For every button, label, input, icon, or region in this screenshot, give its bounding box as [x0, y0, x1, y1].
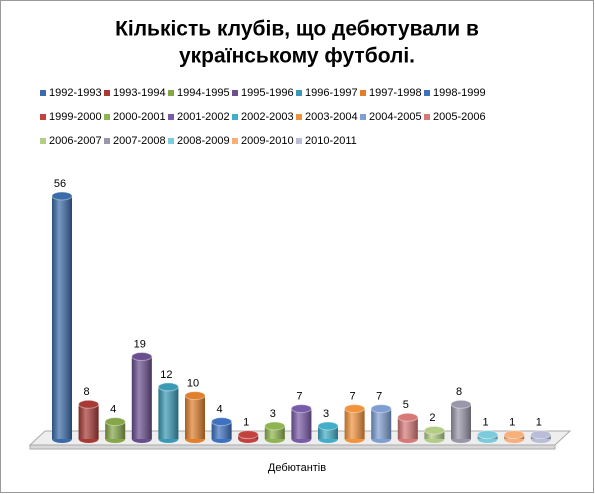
legend-label: 2006-2007: [49, 135, 102, 147]
bar-shade: [344, 408, 365, 439]
legend-swatch: [168, 138, 174, 144]
value-label: 19: [134, 338, 146, 350]
bar-top: [290, 404, 312, 414]
value-label: 7: [376, 391, 382, 403]
bar-shade: [451, 404, 471, 439]
legend-label: 1998-1999: [433, 87, 486, 99]
value-label: 1: [483, 417, 489, 429]
value-label: 12: [160, 369, 172, 381]
bar-shade: [424, 430, 445, 439]
bar-top: [317, 421, 339, 431]
x-tick-label: Дебютантів: [268, 462, 326, 474]
bar-top: [370, 404, 392, 414]
legend-label: 2003-2004: [305, 111, 358, 123]
legend-label: 1995-1996: [241, 87, 294, 99]
value-label: 3: [323, 408, 329, 420]
legend-label: 2000-2001: [113, 111, 166, 123]
legend-swatch: [104, 114, 110, 120]
bar-top: [78, 399, 100, 409]
bar-top: [503, 430, 525, 440]
bar-top: [477, 430, 499, 440]
bar-shade: [52, 196, 72, 439]
legend-swatch: [360, 90, 366, 96]
bar-top: [423, 425, 445, 435]
legend-swatch: [424, 114, 430, 120]
legend-label: 2008-2009: [177, 135, 230, 147]
value-label: 7: [296, 391, 302, 403]
bar-top: [530, 430, 552, 440]
value-label: 8: [456, 386, 462, 398]
bar-top: [450, 399, 472, 409]
legend-label: 1994-1995: [177, 87, 230, 99]
bar-shade: [371, 408, 392, 439]
bar-shade: [158, 386, 179, 439]
value-label: 2: [429, 412, 435, 424]
legend-swatch: [360, 114, 366, 120]
value-label: 7: [350, 391, 356, 403]
bar-shade: [105, 421, 126, 439]
bar-top: [264, 421, 286, 431]
legend-label: 2005-2006: [433, 111, 486, 123]
bar-shade: [185, 395, 205, 439]
floor-edge: [29, 444, 556, 450]
legend-label: 2002-2003: [241, 111, 294, 123]
legend-swatch: [296, 138, 302, 144]
legend-swatch: [232, 90, 238, 96]
value-label: 1: [243, 417, 249, 429]
bar-top: [211, 417, 233, 427]
bar-shade: [78, 404, 99, 439]
bar-top: [397, 412, 419, 422]
bar-shade: [397, 417, 418, 439]
legend-swatch: [424, 90, 430, 96]
legend-label: 2009-2010: [241, 135, 294, 147]
value-label: 8: [84, 386, 90, 398]
value-label: 4: [217, 404, 223, 416]
legend-label: 1993-1994: [113, 87, 166, 99]
bar-top: [184, 391, 206, 401]
legend-swatch: [232, 138, 238, 144]
legend-swatch: [104, 90, 110, 96]
legend-swatch: [232, 114, 238, 120]
legend-label: 2004-2005: [369, 111, 422, 123]
legend-swatch: [296, 90, 302, 96]
legend-label: 1999-2000: [49, 111, 102, 123]
legend-label: 1996-1997: [305, 87, 358, 99]
legend-label: 2001-2002: [177, 111, 230, 123]
legend-swatch: [40, 114, 46, 120]
legend-swatch: [104, 138, 110, 144]
value-label: 4: [110, 404, 116, 416]
legend-label: 2007-2008: [113, 135, 166, 147]
bar-top: [131, 352, 153, 362]
value-label: 56: [54, 178, 66, 190]
chart-title: Кількість клубів, що дебютували в: [115, 18, 479, 41]
bar-top: [157, 382, 179, 392]
legend-swatch: [40, 90, 46, 96]
legend-label: 1997-1998: [369, 87, 422, 99]
legend-label: 1992-1993: [49, 87, 102, 99]
bar-shade: [131, 356, 152, 439]
bar-top: [344, 404, 366, 414]
legend-label: 2010-2011: [305, 135, 357, 147]
bar-top: [51, 191, 73, 201]
bar-shade: [211, 421, 232, 439]
legend-swatch: [40, 138, 46, 144]
value-label: 5: [403, 399, 409, 411]
bar-top: [104, 417, 126, 427]
bar-shade: [291, 408, 312, 439]
legend-swatch: [168, 90, 174, 96]
value-label: 3: [270, 408, 276, 420]
value-label: 1: [509, 417, 515, 429]
bar-top: [237, 430, 259, 440]
chart-title-line: українському футболі.: [179, 45, 415, 68]
legend-swatch: [296, 114, 302, 120]
legend-swatch: [168, 114, 174, 120]
value-label: 10: [187, 378, 199, 390]
value-label: 1: [536, 417, 542, 429]
